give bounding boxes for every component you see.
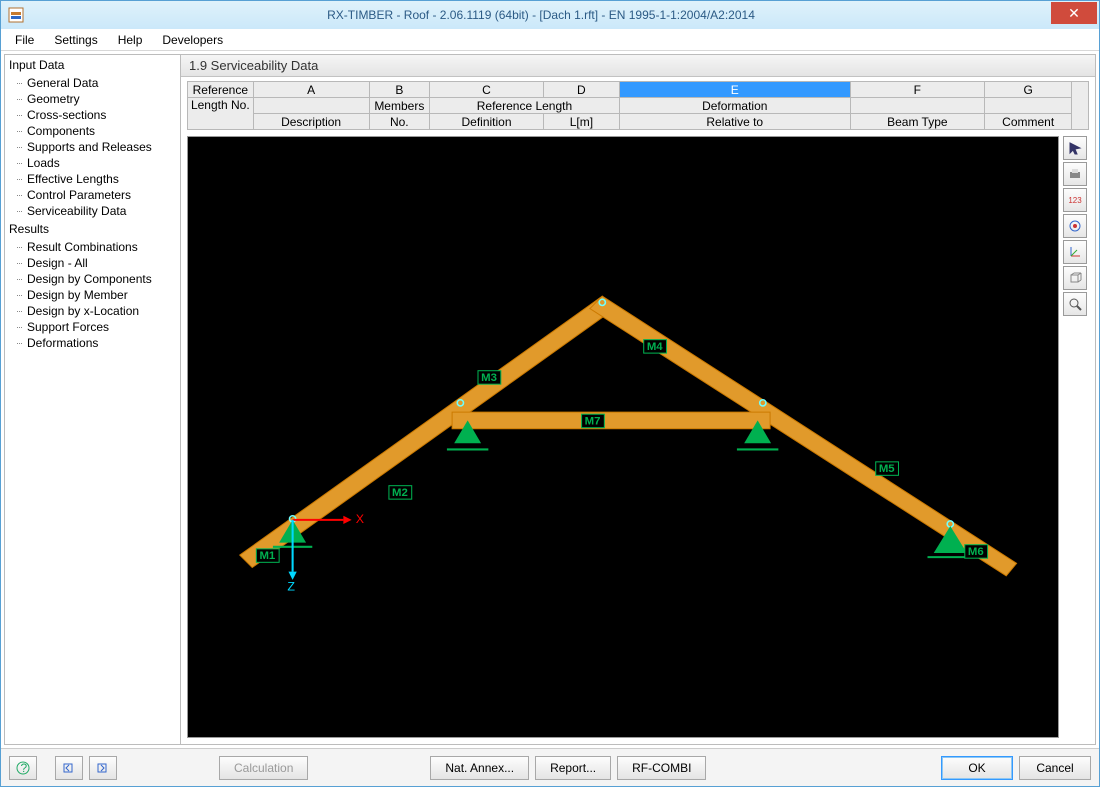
col-group [985,98,1072,114]
grid-corner: Reference [188,82,254,98]
window-title: RX-TIMBER - Roof - 2.06.1119 (64bit) - [… [31,8,1051,22]
ok-button[interactable]: OK [941,756,1013,780]
col-group: Reference Length [430,98,620,114]
section-title: 1.9 Serviceability Data [181,55,1095,77]
app-window: RX-TIMBER - Roof - 2.06.1119 (64bit) - [… [0,0,1100,787]
col-letter[interactable]: F [850,82,984,98]
col-header[interactable]: Description [253,114,369,130]
calculation-button[interactable]: Calculation [219,756,308,780]
next-button[interactable] [89,756,117,780]
col-group [850,98,984,114]
viewport-container: X Z M1 M2 M3 M4 M5 M6 [187,136,1089,738]
col-letter[interactable]: C [430,82,544,98]
nat-annex-button[interactable]: Nat. Annex... [430,756,529,780]
col-letter-selected[interactable]: E [619,82,850,98]
data-grid-container: Reference A B C D E F G Length No. Membe… [181,77,1095,130]
menu-file[interactable]: File [7,31,42,49]
titlebar: RX-TIMBER - Roof - 2.06.1119 (64bit) - [… [1,1,1099,29]
col-letter[interactable]: D [543,82,619,98]
cancel-button[interactable]: Cancel [1019,756,1091,780]
grid-corner: Length No. [188,98,254,130]
svg-text:M1: M1 [259,550,275,562]
tree-item[interactable]: Design by Member [5,287,180,303]
footer: ? Calculation Nat. Annex... Report... RF… [1,748,1099,786]
col-header[interactable]: Relative to [619,114,850,130]
model-viewport[interactable]: X Z M1 M2 M3 M4 M5 M6 [187,136,1059,738]
tree-item[interactable]: Supports and Releases [5,139,180,155]
content-area: Input Data General Data Geometry Cross-s… [4,54,1096,745]
report-button[interactable]: Report... [535,756,611,780]
col-header[interactable]: Beam Type [850,114,984,130]
tree-item[interactable]: Components [5,123,180,139]
col-group [253,98,369,114]
tree-item[interactable]: Control Parameters [5,187,180,203]
svg-text:?: ? [21,761,28,775]
menubar: File Settings Help Developers [1,29,1099,51]
svg-text:M7: M7 [585,416,601,428]
col-header[interactable]: No. [369,114,430,130]
col-letter[interactable]: G [985,82,1072,98]
col-header[interactable]: Definition [430,114,544,130]
svg-text:M2: M2 [392,487,408,499]
tool-zoom-icon[interactable] [1063,292,1087,316]
viewport-toolbar: 123 [1063,136,1089,738]
tree-item[interactable]: Geometry [5,91,180,107]
tool-print-icon[interactable] [1063,162,1087,186]
menu-developers[interactable]: Developers [154,31,231,49]
help-button[interactable]: ? [9,756,37,780]
tree-item[interactable]: Cross-sections [5,107,180,123]
tool-view-icon[interactable] [1063,214,1087,238]
tool-pointer-icon[interactable] [1063,136,1087,160]
grid-scrollbar[interactable] [1072,81,1089,130]
tree-item[interactable]: Design by x-Location [5,303,180,319]
nav-tree: Input Data General Data Geometry Cross-s… [5,55,181,744]
axis-z-label: Z [287,579,295,593]
tree-group-results[interactable]: Results [5,219,180,239]
tree-item[interactable]: Result Combinations [5,239,180,255]
menu-settings[interactable]: Settings [46,31,105,49]
col-group: Members [369,98,430,114]
app-icon [1,7,31,23]
tree-item[interactable]: Loads [5,155,180,171]
tree-group-input[interactable]: Input Data [5,55,180,75]
svg-text:M6: M6 [968,546,984,558]
svg-text:M4: M4 [647,341,663,353]
col-letter[interactable]: B [369,82,430,98]
tree-item[interactable]: Serviceability Data [5,203,180,219]
col-header[interactable]: Comment [985,114,1072,130]
svg-text:M3: M3 [481,372,497,384]
tree-item[interactable]: General Data [5,75,180,91]
data-grid[interactable]: Reference A B C D E F G Length No. Membe… [187,81,1072,130]
tool-cube-icon[interactable] [1063,266,1087,290]
prev-button[interactable] [55,756,83,780]
tree-item[interactable]: Effective Lengths [5,171,180,187]
tree-item[interactable]: Support Forces [5,319,180,335]
menu-help[interactable]: Help [110,31,151,49]
col-letter[interactable]: A [253,82,369,98]
tree-item[interactable]: Design by Components [5,271,180,287]
main-panel: 1.9 Serviceability Data Reference A B C … [181,55,1095,744]
col-group: Deformation [619,98,850,114]
tool-123-icon[interactable]: 123 [1063,188,1087,212]
col-header[interactable]: L[m] [543,114,619,130]
tree-item[interactable]: Deformations [5,335,180,351]
axis-x-label: X [356,512,365,526]
rf-combi-button[interactable]: RF-COMBI [617,756,706,780]
svg-text:M5: M5 [879,463,895,475]
tree-item[interactable]: Design - All [5,255,180,271]
tool-axes-icon[interactable] [1063,240,1087,264]
close-button[interactable]: ✕ [1051,2,1097,24]
